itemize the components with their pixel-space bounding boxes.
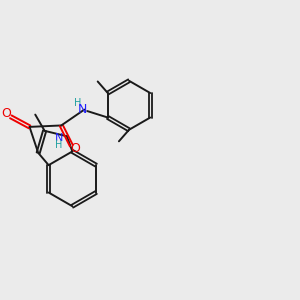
Text: H: H (55, 140, 62, 151)
Text: O: O (2, 107, 11, 120)
Text: O: O (71, 142, 81, 155)
Text: N: N (55, 133, 63, 143)
Text: H: H (74, 98, 82, 108)
Text: N: N (78, 103, 88, 116)
